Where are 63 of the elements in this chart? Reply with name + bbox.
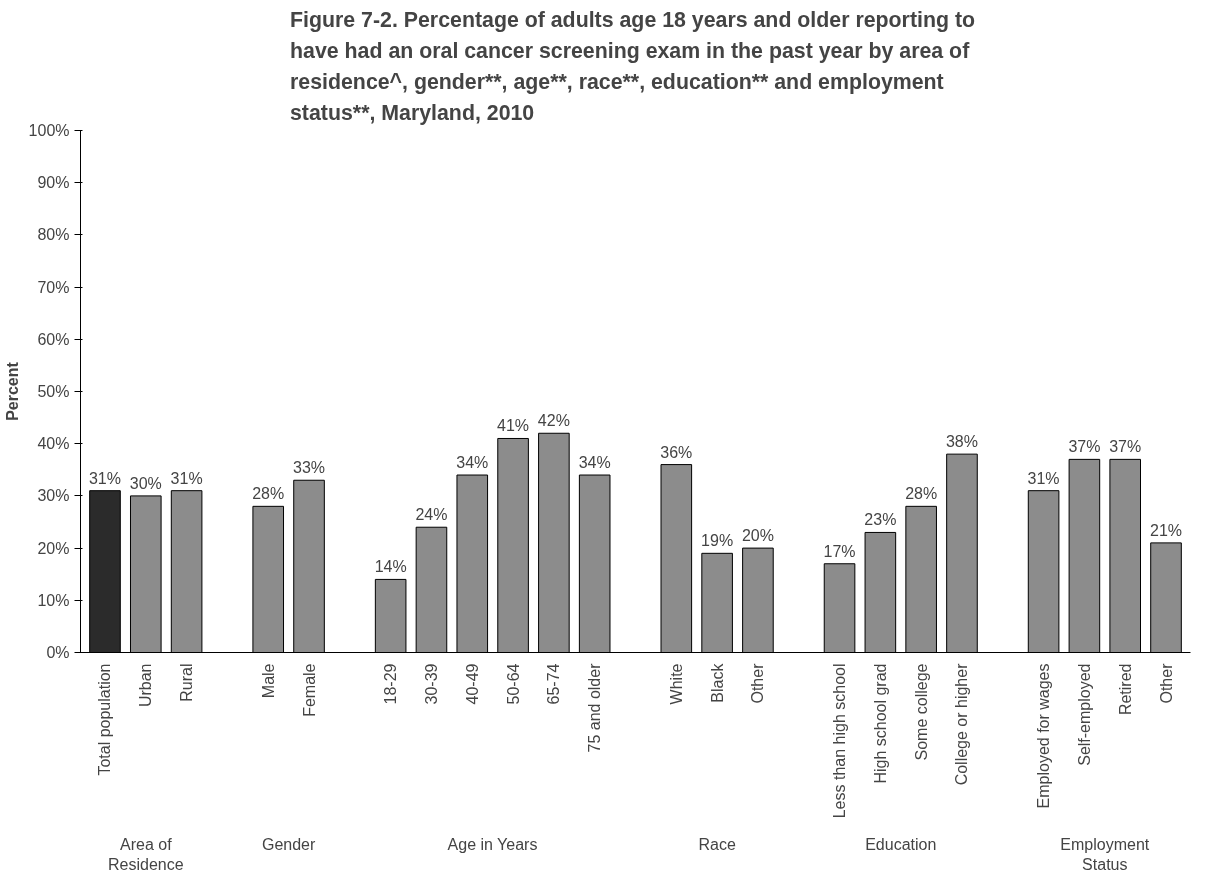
data-label: 31%: [1027, 469, 1060, 487]
y-tick-label: 90%: [37, 174, 70, 192]
text: Employment Status: [1060, 835, 1150, 873]
x-tick-label: Employed for wages: [1035, 663, 1053, 809]
y-tick-label: 0%: [46, 644, 70, 661]
x-tick-label: 75 and older: [586, 662, 604, 753]
data-label: 42%: [537, 412, 570, 430]
y-tick-label: 30%: [37, 487, 70, 505]
data-label: 36%: [660, 443, 693, 461]
data-label: 34%: [578, 454, 611, 472]
x-tick-label: White: [667, 663, 685, 705]
x-tick-label: 18-29: [382, 663, 400, 705]
chart-title: Figure 7-2. Percentage of adults age 18 years and older reporting to have had an oral cancer screening exam in the past year by area of residence^, gender**, age**, race**, education** and employment status**, Maryland, 2010: [290, 7, 976, 126]
data-label: 20%: [741, 527, 774, 545]
text: Race: [698, 835, 736, 853]
y-tick-label: 60%: [37, 330, 70, 348]
text: Area of Residence: [107, 835, 184, 873]
data-label: 19%: [701, 532, 734, 550]
x-tick-label: Total population: [96, 663, 114, 776]
x-tick-label: College or higher: [953, 662, 971, 786]
x-tick-label: Retired: [1116, 663, 1134, 716]
y-tick-label: 50%: [37, 383, 70, 400]
x-tick-label: Male: [259, 663, 277, 699]
text: Gender: [261, 835, 316, 853]
data-label: 33%: [293, 459, 326, 477]
x-tick-label: Female: [300, 663, 318, 717]
x-tick-label: Rural: [178, 663, 196, 702]
x-tick-label: 65-74: [545, 663, 563, 705]
x-tick-label: Some college: [912, 663, 930, 761]
x-tick-label: 30-39: [422, 663, 440, 705]
y-axis-title: Percent: [3, 361, 21, 421]
data-label: 38%: [945, 433, 978, 451]
data-label: 31%: [88, 469, 121, 487]
data-label: 17%: [823, 542, 856, 560]
x-tick-label: Other: [1157, 662, 1175, 704]
data-label: 23%: [864, 511, 897, 529]
data-label: 28%: [905, 485, 938, 503]
y-tick-label: 80%: [37, 226, 70, 244]
text: Age in Years: [447, 835, 538, 853]
text: Education: [865, 835, 937, 853]
data-label: 24%: [415, 506, 448, 524]
data-label: 34%: [456, 454, 489, 472]
x-tick-label: Other: [749, 662, 767, 704]
y-tick-label: 70%: [37, 278, 70, 296]
data-label: 21%: [1150, 521, 1183, 539]
data-label: 14%: [374, 558, 407, 576]
y-tick-label: 10%: [37, 591, 70, 609]
y-tick-label: 40%: [37, 435, 70, 453]
data-label: 37%: [1068, 438, 1101, 456]
x-tick-label: Less than high school: [831, 663, 849, 819]
y-tick-label: 100%: [28, 122, 70, 139]
x-tick-label: Urban: [137, 663, 155, 708]
y-tick-label: 20%: [37, 539, 70, 557]
x-tick-label: Self-employed: [1075, 663, 1093, 766]
data-label: 37%: [1109, 438, 1142, 456]
x-tick-label: 40-49: [463, 663, 481, 705]
data-label: 41%: [497, 417, 530, 435]
data-label: 30%: [129, 474, 162, 492]
data-label: 28%: [252, 485, 285, 503]
x-tick-label: Black: [708, 662, 726, 703]
x-tick-label: High school grad: [871, 663, 889, 784]
data-label: 31%: [170, 469, 203, 487]
x-tick-label: 50-64: [504, 663, 522, 705]
